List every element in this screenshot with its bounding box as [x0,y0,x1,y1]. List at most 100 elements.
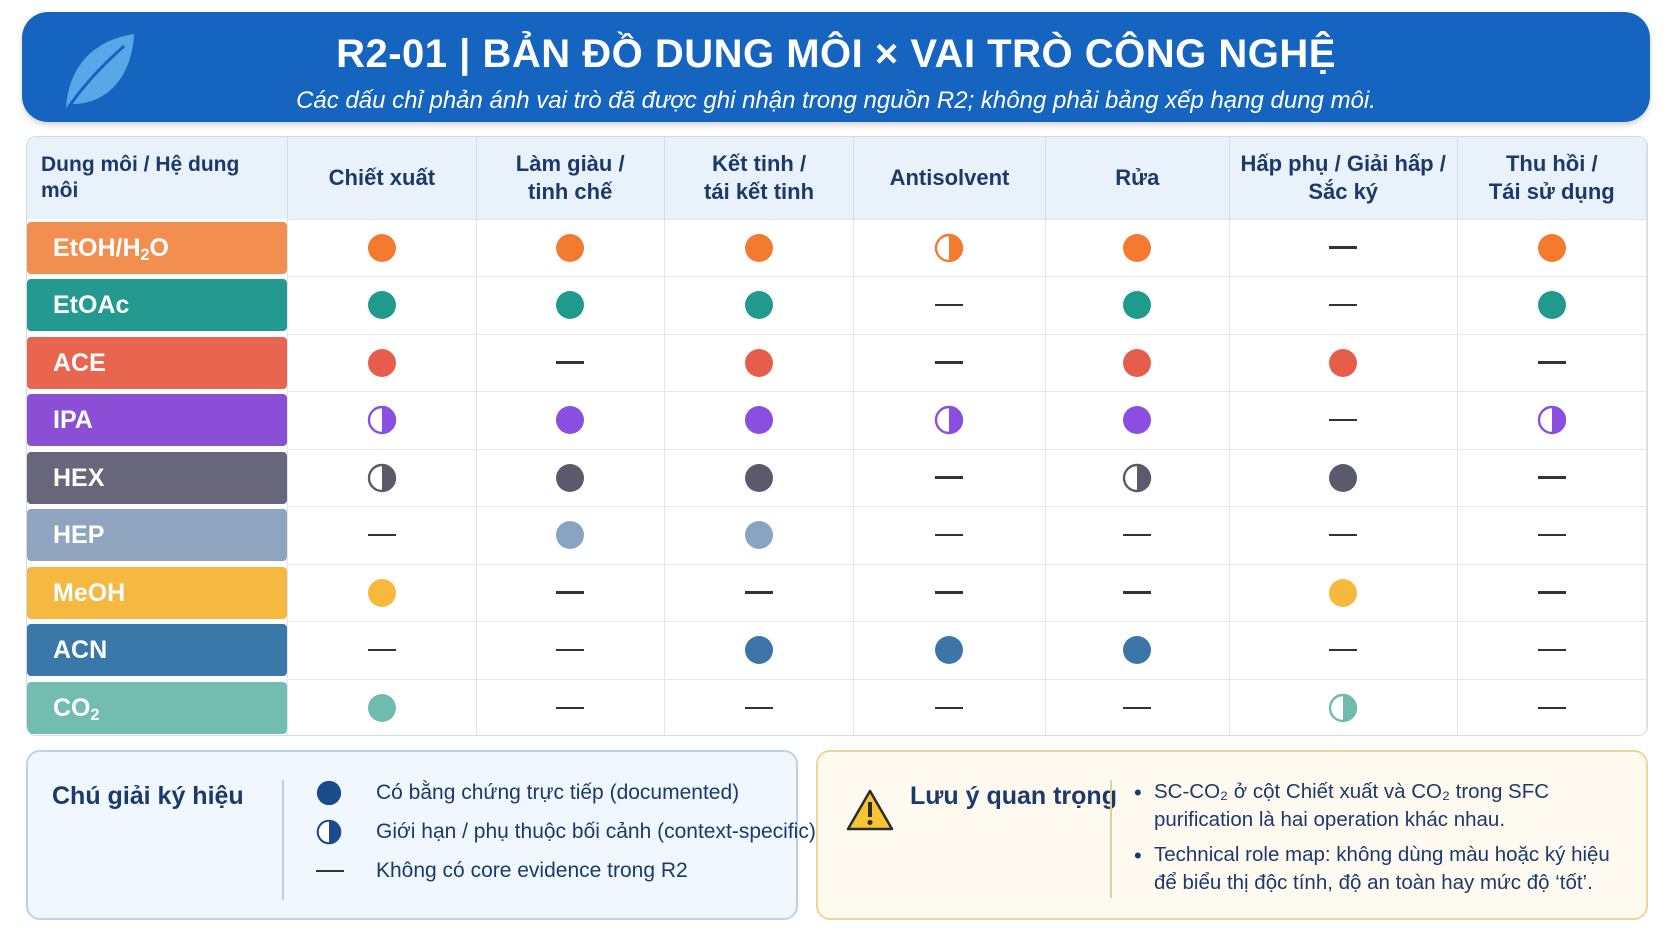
legend-text: Giới hạn / phụ thuộc bối cảnh (context-s… [376,820,816,843]
evidence-cell [287,333,477,392]
solvent-cell: EtOH/H2O [27,219,289,277]
evidence-cell [664,678,855,735]
evidence-cell [476,506,665,564]
documented-dot-icon [1123,636,1152,665]
leaf-icon [62,34,134,115]
column-header-label: Sắc ký [1308,178,1379,204]
evidence-cell [476,621,665,679]
note-bullet: Technical role map: không dùng màu hoặc … [1134,841,1634,896]
column-header-label: tinh chế [528,178,613,204]
evidence-cell [1229,218,1458,277]
evidence-cell [1045,448,1230,507]
documented-dot-icon [556,463,585,492]
no-evidence-dash-icon [1329,418,1358,422]
evidence-cell [476,448,665,507]
table-header-row: Dung môi / Hệ dung môi Chiết xuất Làm già… [27,137,1647,219]
evidence-cell [1045,218,1230,277]
no-evidence-dash-icon [1329,533,1358,537]
evidence-cell [1457,506,1647,564]
evidence-cell [476,391,665,449]
no-evidence-dash-icon [935,303,964,307]
solvent-cell: MeOH [27,564,289,622]
evidence-cell [853,218,1046,277]
evidence-cell [1045,563,1230,622]
column-header: Chiết xuất [287,137,477,219]
documented-dot-icon [1123,348,1152,377]
table-row: CO2 [27,678,1647,735]
no-evidence-dash-icon [1123,533,1152,537]
table-row: ACN [27,621,1647,679]
no-evidence-dash-icon [556,361,585,364]
solvent-label: MeOH [27,566,288,619]
documented-dot-icon [745,348,774,377]
documented-dot-icon [556,521,585,550]
no-evidence-dash-icon [1537,476,1566,479]
evidence-cell [476,276,665,334]
no-evidence-dash-icon [745,591,774,594]
context-specific-half-dot-icon [935,233,964,262]
context-specific-half-dot-icon [1328,693,1358,723]
column-header-label: Chiết xuất [328,165,436,190]
evidence-cell [1229,506,1458,564]
table-row: MeOH [27,563,1647,622]
evidence-cell [1045,506,1230,564]
no-evidence-dash-icon [367,533,396,537]
evidence-cell [476,563,665,622]
legend-text: Không có core evidence trong R2 [376,859,688,882]
documented-dot-icon [1329,463,1358,492]
warning-icon [846,789,894,831]
evidence-cell [1045,276,1230,334]
solvent-label: CO2 [27,681,288,734]
table-row: HEX [27,448,1647,507]
evidence-cell [287,391,477,449]
evidence-cell [1457,276,1647,334]
no-evidence-dash-icon [1329,648,1358,652]
no-evidence-dash-icon [1537,706,1566,710]
solvent-cell: IPA [27,391,289,449]
legend-panel: Chú giải ký hiệu Có bằng chứng trực tiếp… [26,750,816,920]
no-evidence-dash-icon [1123,591,1152,594]
solvent-cell: EtOAc [27,276,289,334]
evidence-cell [1229,391,1458,449]
column-header: Rửa [1045,137,1230,219]
solvent-label: EtOH/H2O [27,221,288,274]
evidence-cell [1457,678,1647,735]
legend-item: Có bằng chứng trực tiếp (documented) [316,778,739,808]
evidence-cell [1229,448,1458,507]
context-specific-half-dot-icon [1123,463,1152,492]
evidence-cell [1457,621,1647,679]
context-specific-half-dot-icon [316,819,342,845]
evidence-cell [476,678,665,735]
documented-dot-icon [745,233,774,262]
solvent-cell: ACE [27,334,289,392]
evidence-cell [476,333,665,392]
evidence-cell [476,218,665,277]
evidence-cell [1045,621,1230,679]
context-specific-half-dot-icon [935,406,964,435]
documented-dot-icon [367,578,396,607]
legend-title: Chú giải ký hiệu [52,782,244,810]
role-map-table: Dung môi / Hệ dung môi Chiết xuất Làm già… [26,136,1648,736]
solvent-cell: HEP [27,506,289,564]
documented-dot-icon [556,291,585,320]
note-bullet: SC-CO₂ ở cột Chiết xuất và CO₂ trong SFC… [1134,778,1634,833]
legend-text: Có bằng chứng trực tiếp (documented) [376,781,740,804]
evidence-cell [853,506,1046,564]
solvent-cell: CO2 [27,679,289,735]
evidence-cell [664,218,855,277]
no-evidence-dash-icon [935,476,964,479]
column-header-label: Antisolvent [889,165,1010,190]
evidence-cell [664,621,855,679]
documented-dot-icon [1123,291,1152,320]
table-row: HEP [27,506,1647,564]
evidence-cell [1457,391,1647,449]
evidence-cell [1045,391,1230,449]
evidence-cell [1229,276,1458,334]
documented-dot-icon [745,406,774,435]
evidence-cell [1229,563,1458,622]
documented-dot-icon [745,291,774,320]
evidence-cell [664,276,855,334]
legend-symbol [316,780,376,806]
documented-dot-icon [556,406,585,435]
evidence-cell [287,563,477,622]
